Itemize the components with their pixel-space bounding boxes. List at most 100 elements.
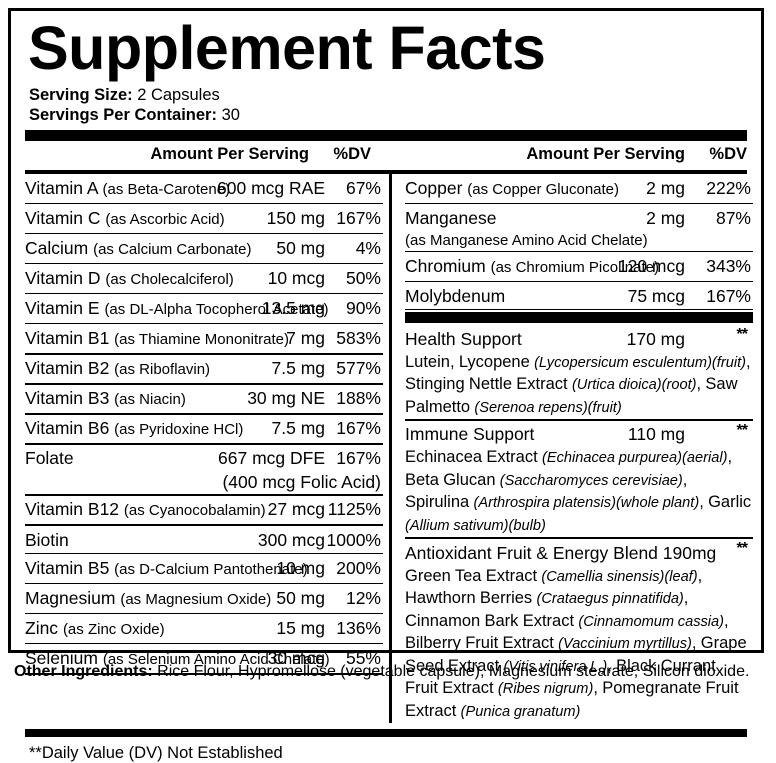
right-nutrient-column: Copper (as Copper Gluconate) 2 mg 222% Mang…	[389, 174, 753, 724]
blend-header-row: Antioxidant Fruit & Energy Blend 190mg **	[405, 539, 753, 566]
nutrient-name: Biotin	[25, 529, 69, 550]
nutrient-amount: 120 mcg	[617, 255, 685, 276]
nutrient-row: Vitamin D (as Cholecalciferol) 10 mcg 50%	[25, 264, 383, 293]
nutrient-dv: 343%	[706, 255, 751, 276]
top-divider-bar	[25, 130, 747, 141]
latin-name: (Ribes nigrum)	[497, 681, 594, 698]
blend-divider-bar	[405, 312, 753, 324]
nutrient-amount: 667 mcg DFE	[218, 448, 325, 469]
row-separator	[25, 582, 383, 585]
nutrient-source: (as Calcium Carbonate)	[93, 240, 252, 258]
latin-name: (Vitis vinifera L.)	[503, 658, 608, 675]
blend-dv-asterisk: **	[736, 326, 748, 344]
ingredient-text: , Bilberry Fruit Extract	[405, 611, 729, 653]
nutrient-source: (as Beta-Carotene)	[102, 180, 231, 198]
nutrient-source: (as Magnesium Oxide)	[120, 590, 272, 608]
nutrient-row: Manganese 2 mg 87%	[405, 204, 753, 231]
latin-name: (Allium sativum)(bulb)	[405, 517, 546, 534]
nutrient-amount: 30 mg NE	[247, 388, 325, 409]
nutrient-name: Manganese	[405, 207, 497, 228]
row-separator	[25, 262, 383, 265]
ingredient-text: Echinacea Extract	[405, 448, 542, 467]
row-separator	[405, 280, 753, 283]
nutrient-name: Vitamin B3	[25, 388, 115, 409]
nutrient-dv: 222%	[706, 177, 751, 198]
row-separator	[405, 537, 753, 540]
other-ingredients: Other Ingredients: Rice Flour, Hypromell…	[14, 662, 766, 682]
latin-name: (Serenoa repens)(fruit)	[474, 399, 622, 416]
nutrient-name: Vitamin B1	[25, 327, 115, 348]
nutrient-name: Copper	[405, 177, 468, 198]
nutrient-dv: 577%	[336, 358, 381, 379]
nutrient-amount: 2 mg	[646, 207, 685, 228]
nutrient-amount: 10 mcg	[267, 267, 325, 288]
right-dv-header: %DV	[709, 145, 747, 163]
ingredient-text: , Stinging Nettle Extract	[405, 352, 751, 394]
nutrient-row: Vitamin B2 (as Riboflavin) 7.5 mg 577%	[25, 355, 383, 384]
nutrient-dv: 167%	[336, 418, 381, 439]
footnote: **Daily Value (DV) Not Established	[29, 744, 283, 763]
latin-name: (Crataegus pinnatifida)	[536, 591, 684, 608]
nutrient-row: Folate 667 mcg DFE 167%	[25, 445, 383, 472]
nutrient-dv: 583%	[336, 327, 381, 348]
bottom-divider-wrap	[25, 729, 747, 738]
nutrient-row: Chromium (as Chromium Picolinate) 120 mcg…	[405, 252, 753, 281]
blend-header-row: Health Support 170 mg **	[405, 325, 753, 352]
row-separator	[25, 383, 383, 385]
blend-amount: 170 mg	[626, 328, 685, 349]
nutrient-row: Molybdenum 75 mcg 167%	[405, 282, 753, 309]
nutrient-name: Vitamin A	[25, 177, 103, 198]
nutrient-amount: 15 mg	[276, 617, 325, 638]
nutrient-amount: 13.5 mg	[261, 297, 325, 318]
nutrient-dv: 167%	[336, 448, 381, 469]
row-separator	[25, 232, 383, 235]
nutrient-source: (as Riboflavin)	[114, 361, 211, 379]
nutrient-source: (as Zinc Oxide)	[62, 620, 165, 638]
row-separator	[25, 642, 383, 645]
nutrient-name: Vitamin C	[25, 207, 106, 228]
nutrient-source: (as Thiamine Mononitrate)	[114, 330, 289, 348]
nutrient-row: Copper (as Copper Gluconate) 2 mg 222%	[405, 174, 753, 203]
ingredient-text: , Garlic	[699, 493, 752, 512]
nutrient-row: Vitamin B6 (as Pyridoxine HCl) 7.5 mg 167%	[25, 415, 383, 444]
blend-ingredients: Echinacea Extract (Echinacea purpurea)(a…	[405, 447, 753, 537]
row-separator	[25, 524, 383, 527]
nutrient-dv: 1000%	[326, 529, 382, 550]
nutrient-amount: 7 mg	[286, 327, 325, 348]
nutrient-row: Vitamin E (as DL-Alpha Tocopherol Acetat…	[25, 294, 383, 323]
nutrient-amount: 600 mcg RAE	[217, 177, 325, 198]
nutrient-name: Folate	[25, 448, 74, 469]
row-separator	[25, 352, 383, 355]
serving-info: Serving Size: 2 Capsules Servings Per Co…	[11, 85, 761, 125]
nutrient-amount: 27 mcg	[267, 499, 325, 520]
nutrient-source: (as Cyanocobalamin)	[123, 502, 266, 520]
nutrient-dv: 1125%	[327, 499, 381, 520]
header-underline	[25, 170, 747, 174]
nutrient-row: Zinc (as Zinc Oxide) 15 mg 136%	[25, 614, 383, 643]
nutrient-row: Vitamin B3 (as Niacin) 30 mg NE 188%	[25, 385, 383, 414]
nutrient-amount: 150 mg	[266, 207, 325, 228]
servings-per-container-label: Servings Per Container:	[29, 106, 217, 124]
nutrient-name: Calcium	[25, 237, 94, 258]
nutrient-name: Vitamin D	[25, 267, 106, 288]
nutrient-row: Vitamin C (as Ascorbic Acid) 150 mg 167%	[25, 204, 383, 233]
nutrient-source: (as D-Calcium Pantothenate)	[114, 560, 308, 578]
nutrient-row: Vitamin A (as Beta-Carotene) 600 mcg RAE 6…	[25, 174, 383, 203]
latin-name: (Camellia sinensis)(leaf)	[541, 568, 698, 585]
nutrient-dv: 167%	[706, 285, 751, 306]
page-title: Supplement Facts	[28, 14, 546, 82]
blend-name: Immune Support	[405, 424, 535, 445]
ingredient-text: , Pomegranate Fruit Extract	[405, 679, 739, 720]
row-separator	[25, 612, 383, 615]
nutrient-source: (as Pyridoxine HCl)	[114, 421, 244, 439]
nutrient-amount: 50 mg	[276, 237, 325, 258]
nutrient-amount: 10 mg	[276, 557, 325, 578]
nutrient-source: (as Chromium Picolinate)	[490, 258, 659, 276]
blend-dv-asterisk: **	[736, 540, 748, 558]
latin-name: (Lycopersicum esculentum)(fruit)	[534, 354, 746, 371]
servings-per-container-value: 30	[216, 106, 240, 124]
nutrient-dv: 200%	[336, 557, 381, 578]
nutrient-second-line: (400 mcg Folic Acid)	[222, 472, 381, 493]
nutrient-row: Vitamin B1 (as Thiamine Mononitrate) 7 mg…	[25, 324, 383, 353]
nutrient-amount: 7.5 mg	[271, 358, 326, 379]
